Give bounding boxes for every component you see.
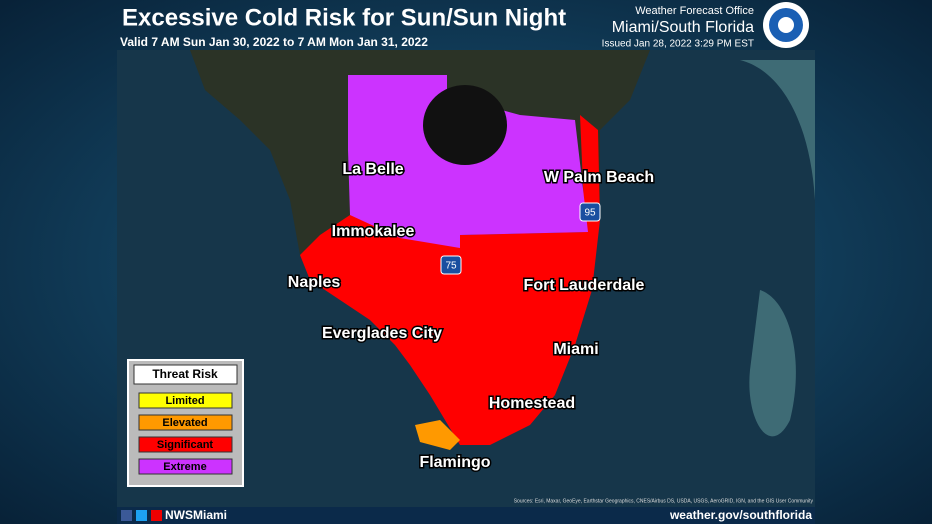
highway-shield: 95 bbox=[579, 202, 601, 222]
highway-label: 75 bbox=[445, 261, 457, 272]
legend-swatch bbox=[138, 458, 233, 475]
city-label: W Palm Beach bbox=[544, 169, 654, 186]
youtube-icon bbox=[151, 510, 162, 521]
city-label: Immokalee bbox=[332, 223, 415, 240]
city-label: Homestead bbox=[489, 395, 575, 412]
bahamas bbox=[740, 60, 815, 200]
twitter-icon bbox=[136, 510, 147, 521]
footer-bar bbox=[117, 507, 815, 524]
legend-title: Threat Risk bbox=[152, 367, 218, 381]
bahamas bbox=[749, 290, 796, 437]
city-label: La Belle bbox=[342, 161, 403, 178]
office: Weather Forecast Office bbox=[635, 5, 754, 17]
elevated-region bbox=[415, 420, 460, 450]
handle: NWSMiami bbox=[165, 508, 227, 522]
legend: Threat Risk Limited Elevated Significant Ex… bbox=[127, 359, 244, 487]
legend-label: Extreme bbox=[163, 461, 206, 473]
legend-swatch bbox=[138, 436, 233, 453]
valid-time: Valid 7 AM Sun Jan 30, 2022 to 7 AM Mon … bbox=[120, 35, 428, 49]
city-label: Flamingo bbox=[419, 454, 490, 471]
highway-label: 95 bbox=[584, 208, 596, 219]
legend-label: Significant bbox=[157, 439, 214, 451]
map: 75 95 Sources: Esri, Maxar, GeoEye, Eart… bbox=[117, 50, 815, 507]
legend-label: Limited bbox=[165, 395, 204, 407]
legend-swatch bbox=[138, 414, 233, 431]
highway-shield: 75 bbox=[440, 255, 462, 275]
legend-label: Elevated bbox=[162, 417, 207, 429]
city-label: Fort Lauderdale bbox=[524, 277, 645, 294]
significant-region bbox=[300, 115, 600, 445]
legend-swatch bbox=[138, 392, 233, 409]
issued: Issued Jan 28, 2022 3:29 PM EST bbox=[602, 39, 754, 50]
region: Miami/South Florida bbox=[612, 19, 754, 36]
city-label: Naples bbox=[288, 274, 341, 291]
nws-logo bbox=[763, 2, 809, 48]
title: Excessive Cold Risk for Sun/Sun Night bbox=[122, 4, 566, 31]
facebook-icon bbox=[121, 510, 132, 521]
website: weather.gov/southflorida bbox=[669, 508, 812, 522]
lake-okeechobee bbox=[423, 85, 507, 165]
city-label: Miami bbox=[553, 341, 598, 358]
source: Sources: Esri, Maxar, GeoEye, Earthstar … bbox=[514, 498, 814, 504]
city-label: Everglades City bbox=[322, 325, 442, 342]
